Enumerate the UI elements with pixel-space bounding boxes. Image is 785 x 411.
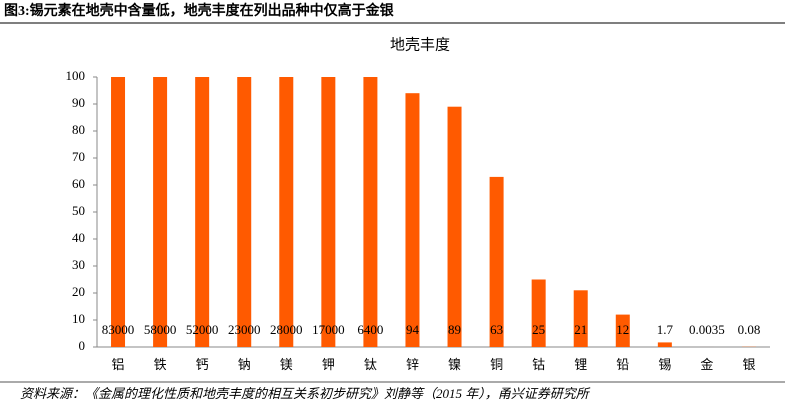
data-label: 28000 (270, 322, 303, 337)
data-label: 0.08 (738, 322, 761, 337)
data-label: 52000 (186, 322, 219, 337)
bar (573, 290, 588, 347)
x-tick-label: 钛 (364, 357, 377, 372)
x-tick-label: 钠 (238, 357, 251, 372)
x-tick-label: 银 (742, 357, 755, 372)
data-label: 83000 (102, 322, 135, 337)
y-tick-label: 90 (72, 95, 85, 110)
x-tick-label: 锌 (406, 357, 419, 372)
y-tick-label: 50 (72, 203, 85, 218)
y-tick-label: 0 (79, 338, 86, 353)
bar (237, 77, 252, 347)
x-tick-label: 铜 (490, 357, 503, 372)
data-label: 23000 (228, 322, 261, 337)
x-tick-label: 锂 (574, 357, 587, 372)
y-tick-label: 30 (72, 257, 85, 272)
bar (447, 106, 462, 347)
data-label: 21 (574, 322, 587, 337)
bar (615, 314, 630, 347)
data-label: 89 (448, 322, 461, 337)
x-tick-label: 钾 (322, 357, 335, 372)
bar (363, 77, 378, 347)
data-label: 25 (532, 322, 545, 337)
x-tick-label: 锡 (658, 357, 671, 372)
y-tick-label: 70 (72, 149, 85, 164)
data-label: 6400 (357, 322, 383, 337)
x-tick-label: 钴 (532, 357, 545, 372)
bar (657, 342, 672, 347)
data-label: 94 (406, 322, 420, 337)
y-tick-label: 60 (72, 176, 85, 191)
bar (531, 279, 546, 347)
x-tick-label: 镁 (280, 357, 293, 372)
y-tick-label: 10 (72, 311, 85, 326)
bar (153, 77, 168, 347)
chart-title: 地壳丰度 (390, 36, 450, 53)
bar (111, 77, 126, 347)
x-tick-label: 金 (700, 357, 713, 372)
plot-area (111, 77, 756, 347)
bar (321, 77, 336, 347)
y-tick-label: 80 (72, 122, 85, 137)
x-tick-label: 铅 (616, 357, 629, 372)
bar (279, 77, 294, 347)
y-tick-label: 100 (66, 68, 86, 83)
data-label: 58000 (144, 322, 177, 337)
data-label: 1.7 (657, 322, 674, 337)
y-tick-label: 20 (72, 284, 85, 299)
data-label: 12 (616, 322, 629, 337)
x-tick-label: 镍 (448, 357, 461, 372)
data-label: 17000 (312, 322, 345, 337)
data-label: 0.0035 (689, 322, 725, 337)
bar (405, 93, 420, 347)
source-note: 资料来源：《金属的理化性质和地壳丰度的相互关系初步研究》刘静等（2015 年），… (20, 386, 591, 401)
data-label: 63 (490, 322, 503, 337)
x-tick-label: 铁 (154, 357, 167, 372)
x-tick-label: 钙 (196, 357, 209, 372)
y-tick-label: 40 (72, 230, 85, 245)
x-tick-label: 铝 (112, 357, 125, 372)
bar (489, 176, 504, 347)
header-title: 图3:锡元素在地壳中含量低，地壳丰度在列出品种中仅高于金银 (4, 2, 395, 19)
bar (195, 77, 210, 347)
